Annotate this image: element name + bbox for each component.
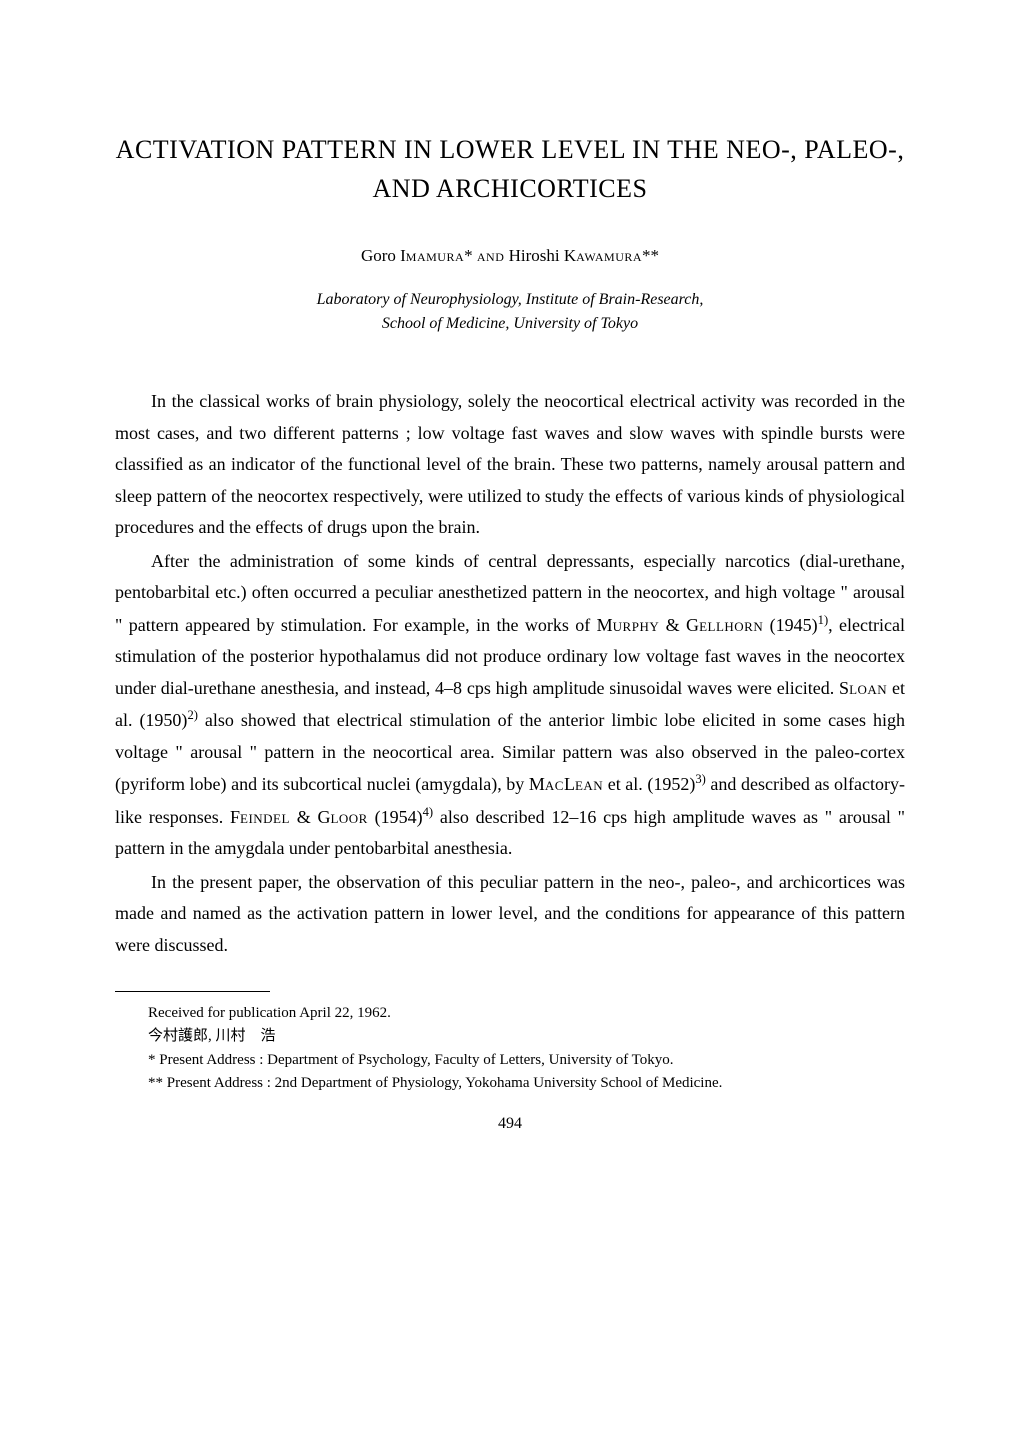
- body-paragraph: In the classical works of brain physiolo…: [115, 386, 905, 544]
- footnote-address-2: ** Present Address : 2nd Department of P…: [115, 1072, 905, 1095]
- footnote-address-1: * Present Address : Department of Psycho…: [115, 1049, 905, 1072]
- affiliation-line: School of Medicine, University of Tokyo: [382, 315, 638, 332]
- affiliation-line: Laboratory of Neurophysiology, Institute…: [317, 291, 704, 308]
- paper-affiliation: Laboratory of Neurophysiology, Institute…: [115, 288, 905, 336]
- body-paragraph: In the present paper, the observation of…: [115, 867, 905, 962]
- paper-title: ACTIVATION PATTERN IN LOWER LEVEL IN THE…: [115, 130, 905, 208]
- footnote-japanese-names: 今村護郎, 川村 浩: [115, 1025, 905, 1048]
- footnote-divider: [115, 991, 270, 992]
- footnote-received: Received for publication April 22, 1962.: [115, 1002, 905, 1025]
- paper-authors: Goro Imamura* and Hiroshi Kawamura**: [115, 246, 905, 266]
- body-paragraph: After the administration of some kinds o…: [115, 546, 905, 865]
- page-number: 494: [115, 1115, 905, 1133]
